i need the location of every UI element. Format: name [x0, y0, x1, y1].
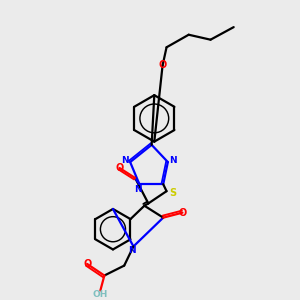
Text: O: O	[116, 163, 124, 173]
Text: O: O	[158, 61, 167, 70]
Text: S: S	[169, 188, 176, 198]
Text: OH: OH	[93, 290, 108, 299]
Text: O: O	[83, 259, 91, 269]
Text: N: N	[121, 156, 129, 165]
Text: N: N	[169, 156, 177, 165]
Text: N: N	[134, 185, 142, 194]
Text: O: O	[178, 208, 187, 218]
Text: N: N	[128, 246, 136, 255]
